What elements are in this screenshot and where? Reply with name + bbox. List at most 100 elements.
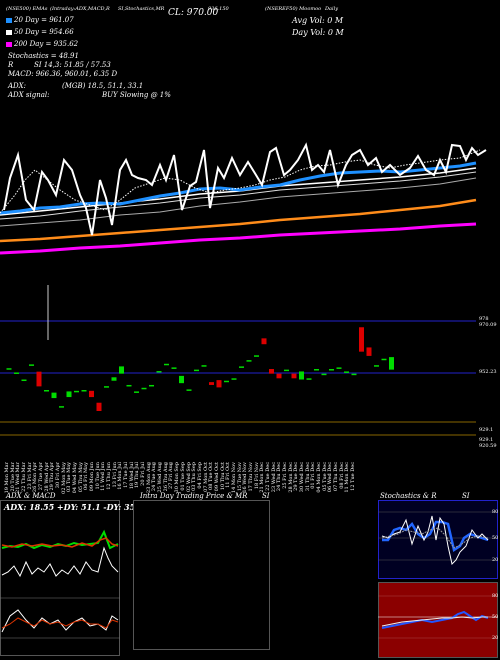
candle — [254, 355, 259, 357]
price-level-970: 970.09 — [479, 322, 497, 328]
candle — [119, 366, 124, 374]
adx-readout-label: ADX: 18.55 +DY: 51.1 -DY: 35.11 — [4, 502, 150, 512]
candle — [366, 347, 372, 356]
macd-readout: MACD: 966.36, 960.01, 6.35 D — [8, 70, 118, 78]
candle — [186, 389, 192, 391]
candle — [6, 368, 12, 370]
rsi-label-50: 50 — [492, 614, 499, 620]
adx-signal-label: ADX signal: — [8, 91, 50, 99]
candle — [261, 338, 267, 345]
date-label: 14 Mon Nov — [230, 462, 237, 494]
ema20-swatch-icon — [6, 17, 12, 23]
date-label: 04 Fri Sep — [196, 462, 203, 489]
stoch-white-line — [381, 515, 489, 565]
candle — [246, 360, 252, 362]
price-dotted-line — [0, 149, 481, 214]
intraday-mr-panel[interactable] — [133, 500, 270, 650]
candle — [164, 363, 169, 366]
candle — [321, 373, 327, 376]
intraday-indicators: (Intraday:ADX,MACD,R — [50, 6, 110, 12]
adx-macd-panel[interactable] — [0, 500, 120, 656]
candle — [194, 369, 199, 372]
date-label: 22 Tue Dec — [264, 462, 271, 491]
date-label: 09 Wed Oct — [213, 462, 220, 492]
candle — [111, 377, 117, 381]
macd-white-line — [1, 609, 119, 633]
day-volume: Day Vol: 0 M — [292, 28, 344, 37]
candle — [36, 371, 42, 387]
candle — [351, 373, 357, 376]
candle — [329, 369, 334, 371]
date-label: 12 Tue Dec — [350, 462, 356, 491]
candle — [291, 373, 297, 379]
price-chart[interactable] — [0, 0, 500, 460]
candlestick-series — [6, 327, 394, 411]
candle — [231, 378, 237, 380]
price-level-978: 978 — [479, 316, 489, 322]
candle — [299, 371, 304, 380]
candle — [216, 380, 222, 388]
candle — [21, 379, 27, 382]
stoch-label-80: 80 — [492, 509, 499, 515]
ema200-legend: 200 Day = 935.62 — [6, 40, 78, 48]
symbol-name: (NSEREF50) Moomoo — [265, 6, 322, 12]
candle — [306, 378, 312, 380]
candle — [66, 391, 72, 398]
candle — [179, 375, 184, 384]
ema50-swatch-icon — [6, 29, 12, 35]
ema50-legend: 50 Day = 954.66 — [6, 28, 74, 36]
candle — [14, 372, 19, 374]
candle — [209, 382, 214, 385]
candle — [389, 357, 394, 370]
candle — [269, 369, 274, 374]
intraday-si-label: SI — [262, 492, 270, 500]
rsi-label-20: 20 — [492, 635, 499, 641]
price-level-952: 952.23 — [479, 369, 497, 375]
price-level-929b: 929.1 — [479, 437, 494, 443]
stoch-rsi-panel[interactable] — [378, 500, 498, 658]
candle — [336, 367, 342, 369]
ema20-legend: 20 Day = 961.07 — [6, 16, 74, 24]
candle — [29, 364, 34, 366]
orange-ema-line — [0, 198, 477, 243]
date-label: 01 Tue Sep — [179, 462, 186, 491]
adx-macd-title: ADX & MACD — [6, 492, 56, 500]
candle — [89, 390, 94, 398]
price-level-920: 920.59 — [479, 443, 497, 449]
stoch-label-20: 20 — [492, 557, 499, 563]
rsi-white-line — [381, 616, 488, 627]
stoch-si-label: SI — [462, 492, 470, 500]
candle — [81, 390, 87, 392]
timeframe: Daily — [325, 6, 339, 12]
price-level-929a: 929.1 — [479, 427, 494, 433]
candle — [96, 402, 102, 411]
candle — [284, 369, 289, 372]
candle — [381, 358, 387, 361]
macd-red-line — [1, 617, 119, 629]
candle — [141, 387, 147, 390]
avg-volume: Avg Vol: 0 M — [292, 16, 344, 25]
stoch-label-50: 50 — [492, 535, 499, 541]
candle — [156, 371, 162, 373]
ema200-swatch-icon — [6, 41, 12, 47]
close-price: CL: 970.00 — [168, 8, 219, 18]
candle — [171, 367, 177, 369]
rsi-blue-line — [381, 610, 489, 629]
adx-readout: (MGB) 18.5, 51.1, 33.1 — [62, 82, 144, 90]
candle — [59, 406, 64, 408]
indicator-list: SI,Stochastics,MR — [118, 6, 165, 12]
candle — [44, 390, 49, 392]
ema50-band-upper — [0, 171, 477, 220]
candle — [126, 384, 132, 387]
candle — [374, 365, 379, 367]
intraday-mr-title: Intra Day Trading Price & MR — [140, 492, 248, 500]
ema200-line — [0, 222, 477, 255]
candle — [134, 391, 139, 393]
stochastics-readout: Stochastics = 48.91 — [8, 52, 79, 60]
stoch-gray-line — [381, 527, 489, 549]
adx-white-line — [1, 546, 119, 578]
stoch-rsi-title: Stochastics & R — [380, 492, 437, 500]
price-close-line — [3, 142, 487, 236]
ema20-line — [0, 161, 477, 215]
adx-label: ADX: — [8, 82, 27, 90]
